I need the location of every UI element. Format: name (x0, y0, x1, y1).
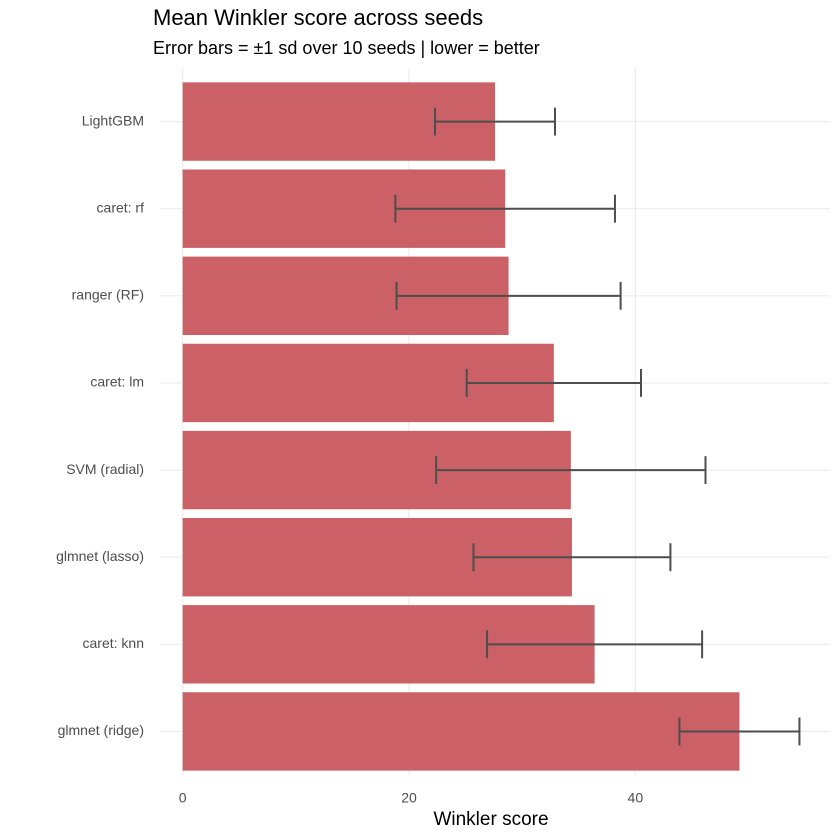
error-bar (434, 107, 556, 136)
y-tick-label: SVM (radial) (66, 461, 144, 477)
y-tick-label: caret: rf (97, 199, 145, 215)
chart-subtitle: Error bars = ±1 sd over 10 seeds | lower… (153, 38, 540, 58)
y-tick-label: glmnet (lasso) (56, 548, 144, 564)
error-bar (395, 281, 622, 310)
error-bar (472, 543, 672, 572)
y-tick-label: glmnet (ridge) (58, 722, 144, 738)
x-tick-label: 40 (628, 790, 644, 806)
y-tick-label: ranger (RF) (72, 287, 144, 303)
error-bar (486, 630, 704, 659)
y-tick-label: caret: knn (83, 635, 144, 651)
error-bar (435, 456, 707, 485)
x-tick-label: 0 (179, 790, 187, 806)
y-tick-label: caret: lm (90, 374, 144, 390)
x-tick-label: 20 (401, 790, 417, 806)
chart-title: Mean Winkler score across seeds (153, 5, 483, 30)
error-bar (394, 194, 616, 223)
x-axis-title: Winkler score (433, 809, 548, 830)
y-tick-label: LightGBM (82, 112, 144, 128)
error-bar (678, 717, 801, 746)
error-bar (465, 368, 642, 397)
bar (182, 692, 740, 771)
